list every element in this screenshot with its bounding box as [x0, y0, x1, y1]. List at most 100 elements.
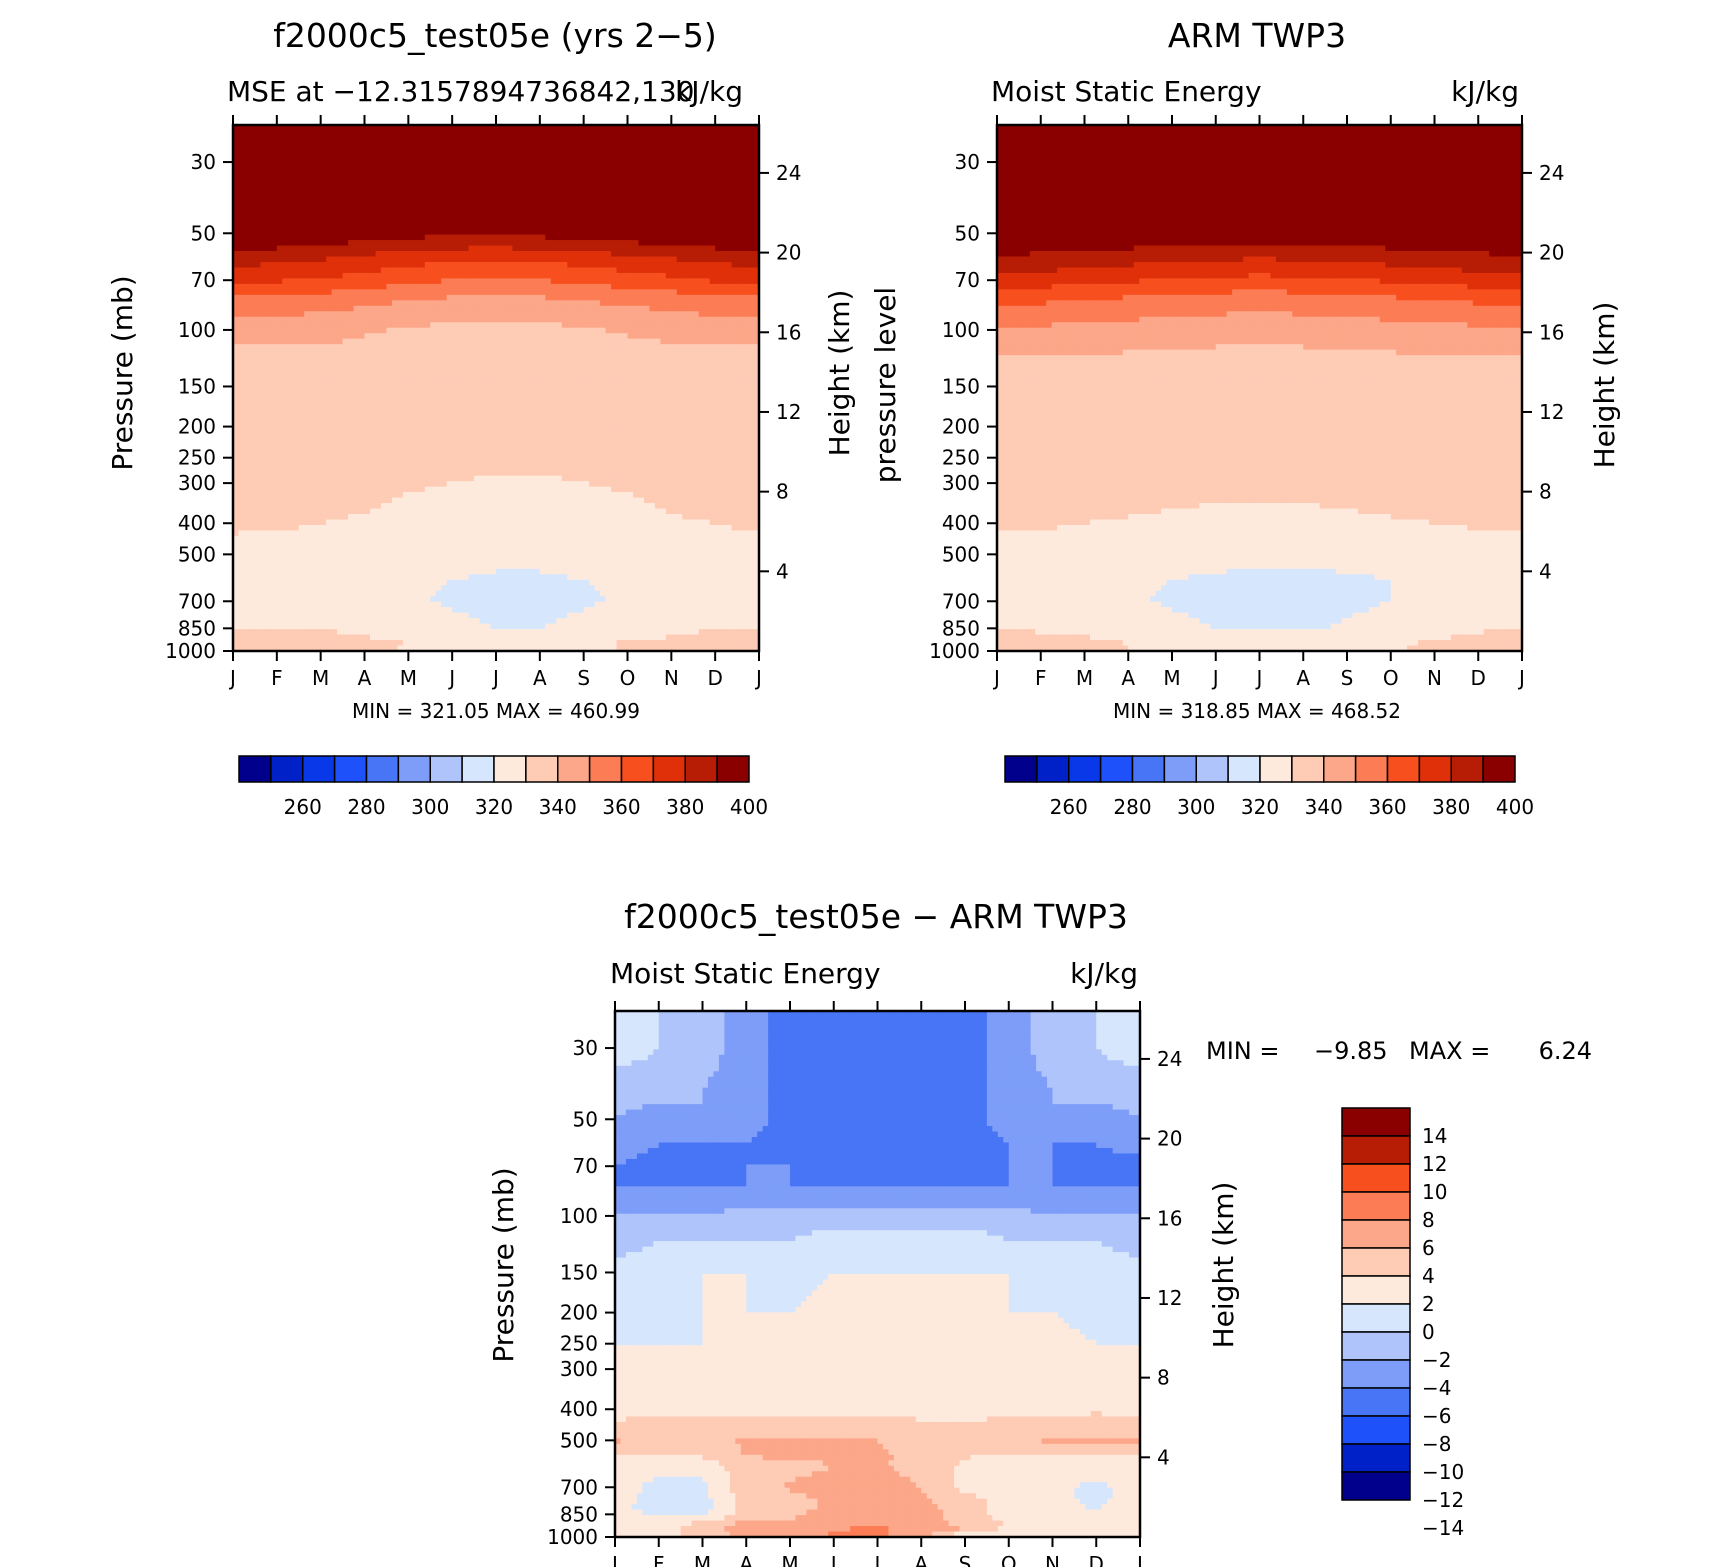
- contour-cell: [365, 235, 371, 241]
- contour-cell: [501, 235, 507, 241]
- contour-cell: [304, 185, 310, 191]
- contour-cell: [699, 278, 705, 284]
- contour-cell: [693, 322, 699, 328]
- contour-cell: [512, 344, 518, 350]
- contour-cell: [584, 333, 590, 339]
- contour-cell: [474, 295, 480, 301]
- contour-cell: [293, 136, 299, 142]
- contour-cell: [688, 158, 694, 164]
- contour-cell: [578, 273, 584, 279]
- contour-cell: [293, 289, 299, 295]
- contour-cell: [408, 141, 414, 147]
- contour-cell: [518, 350, 524, 356]
- contour-cell: [512, 355, 518, 361]
- contour-cell: [463, 235, 469, 241]
- contour-cell: [244, 284, 250, 290]
- contour-cell: [271, 141, 277, 147]
- contour-cell: [238, 224, 244, 230]
- contour-cell: [474, 229, 480, 235]
- contour-cell: [721, 180, 727, 186]
- contour-cell: [310, 361, 316, 367]
- contour-cell: [551, 130, 557, 136]
- contour-cell: [255, 333, 261, 339]
- contour-cell: [644, 350, 650, 356]
- contour-cell: [310, 213, 316, 219]
- contour-cell: [310, 339, 316, 345]
- contour-cell: [238, 355, 244, 361]
- contour-cell: [540, 169, 546, 175]
- contour-cell: [419, 180, 425, 186]
- contour-cell: [282, 169, 288, 175]
- contour-cell: [534, 322, 540, 328]
- contour-cell: [458, 339, 464, 345]
- contour-cell: [491, 240, 497, 246]
- contour-cell: [523, 163, 529, 169]
- contour-cell: [496, 251, 502, 257]
- contour-cell: [699, 273, 705, 279]
- contour-cell: [551, 224, 557, 230]
- contour-cell: [617, 339, 623, 345]
- contour-cell: [732, 300, 738, 306]
- contour-cell: [677, 322, 683, 328]
- contour-cell: [496, 169, 502, 175]
- contour-cell: [397, 262, 403, 268]
- contour-cell: [348, 300, 354, 306]
- contour-cell: [518, 339, 524, 345]
- contour-cell: [655, 267, 661, 273]
- contour-cell: [628, 163, 634, 169]
- contour-cell: [381, 235, 387, 241]
- contour-cell: [512, 278, 518, 284]
- contour-cell: [375, 169, 381, 175]
- contour-cell: [282, 284, 288, 290]
- contour-cell: [628, 207, 634, 213]
- contour-cell: [600, 163, 606, 169]
- contour-cell: [348, 262, 354, 268]
- contour-cell: [310, 344, 316, 350]
- contour-cell: [381, 295, 387, 301]
- contour-cell: [633, 163, 639, 169]
- contour-cell: [386, 152, 392, 158]
- contour-cell: [556, 355, 562, 361]
- contour-cell: [523, 246, 529, 252]
- contour-cell: [469, 306, 475, 312]
- contour-cell: [578, 235, 584, 241]
- contour-cell: [556, 344, 562, 350]
- contour-cell: [425, 185, 431, 191]
- contour-cell: [638, 344, 644, 350]
- contour-cell: [321, 180, 327, 186]
- contour-cell: [266, 344, 272, 350]
- contour-cell: [441, 355, 447, 361]
- contour-cell: [512, 196, 518, 202]
- contour-cell: [480, 361, 486, 367]
- contour-cell: [721, 361, 727, 367]
- contour-cell: [611, 355, 617, 361]
- contour-cell: [600, 130, 606, 136]
- contour-cell: [332, 229, 338, 235]
- contour-cell: [260, 130, 266, 136]
- contour-cell: [293, 169, 299, 175]
- contour-cell: [545, 257, 551, 263]
- contour-cell: [721, 191, 727, 197]
- contour-cell: [644, 289, 650, 295]
- contour-cell: [693, 257, 699, 263]
- contour-cell: [496, 229, 502, 235]
- contour-cell: [523, 185, 529, 191]
- contour-cell: [343, 273, 349, 279]
- contour-cell: [523, 229, 529, 235]
- contour-cell: [743, 262, 749, 268]
- contour-cell: [682, 213, 688, 219]
- contour-cell: [655, 169, 661, 175]
- contour-cell: [260, 174, 266, 180]
- contour-cell: [408, 278, 414, 284]
- contour-cell: [704, 163, 710, 169]
- contour-cell: [567, 311, 573, 317]
- contour-cell: [304, 240, 310, 246]
- contour-cell: [282, 218, 288, 224]
- contour-cell: [704, 267, 710, 273]
- contour-cell: [255, 174, 261, 180]
- contour-cell: [386, 355, 392, 361]
- contour-cell: [644, 257, 650, 263]
- contour-cell: [671, 339, 677, 345]
- contour-cell: [238, 240, 244, 246]
- contour-cell: [551, 317, 557, 323]
